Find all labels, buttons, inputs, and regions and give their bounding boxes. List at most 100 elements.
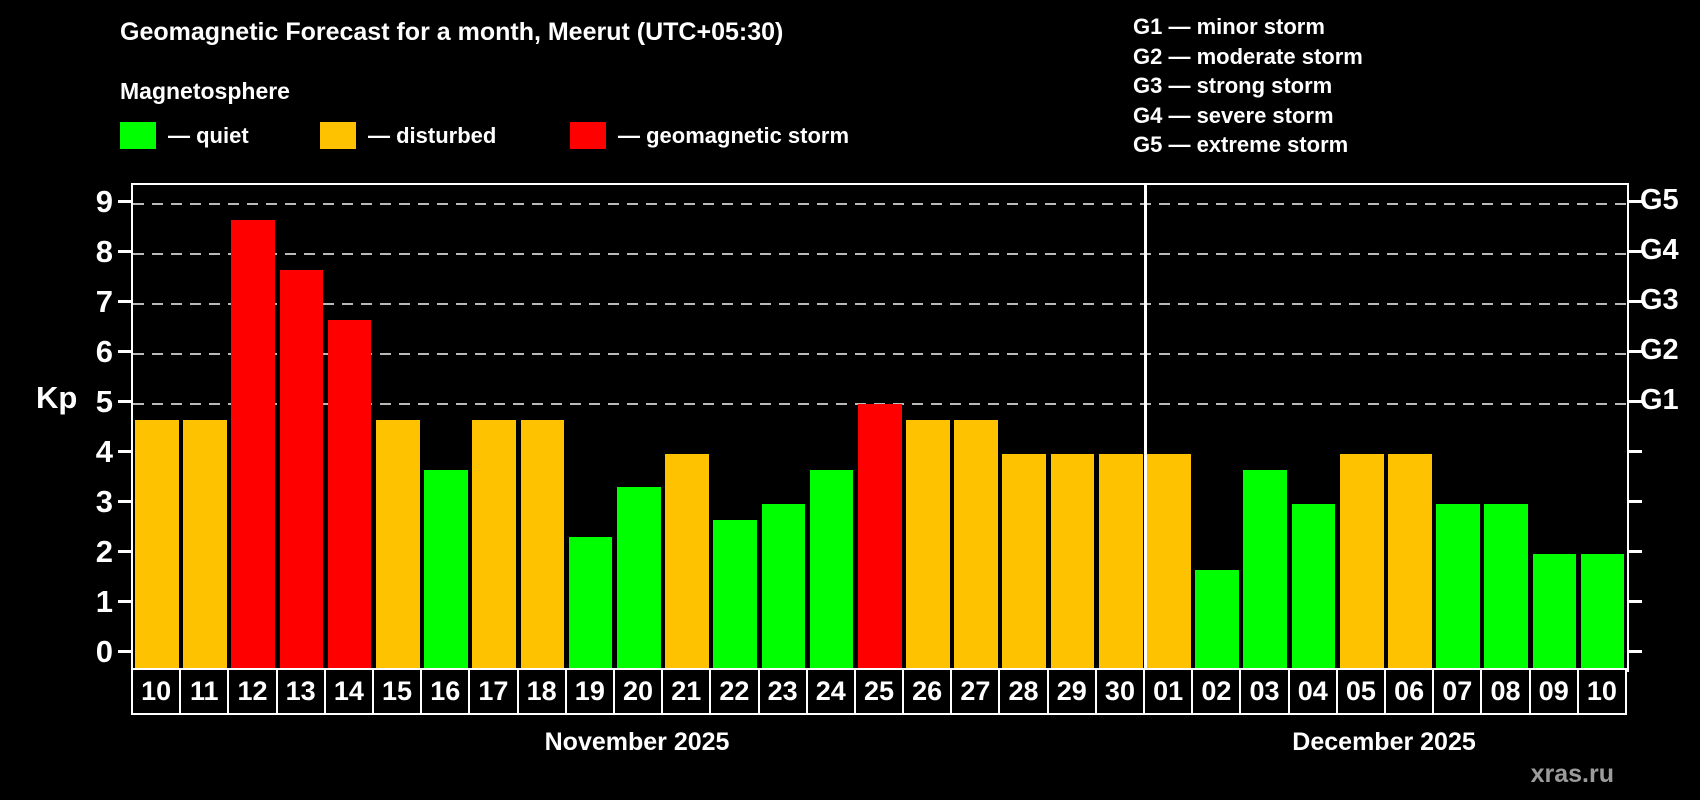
kp-bar-december-01 (1147, 453, 1191, 670)
y-tick-label-2: 2 (95, 533, 113, 569)
kp-bar-december-07 (1436, 503, 1480, 670)
gridline-kp-6 (133, 352, 1627, 355)
kp-bar-november-23 (761, 503, 806, 670)
storm-swatch-icon (570, 122, 606, 149)
kp-bar-november-19 (568, 537, 613, 670)
y-tick-mark (118, 450, 131, 453)
day-label-november-17: 17 (468, 668, 519, 715)
y-axis-title: Kp (36, 380, 78, 415)
y-tick-mark (118, 650, 131, 653)
legend-label: — disturbed (368, 122, 497, 148)
y-tick-mark (118, 500, 131, 503)
y-tick-label-6: 6 (95, 333, 113, 369)
storm-scale-legend-line: G5 — extreme storm (1133, 132, 1349, 157)
day-label-december-05: 05 (1335, 668, 1387, 715)
day-label-november-22: 22 (709, 668, 760, 715)
day-label-december-06: 06 (1384, 668, 1435, 715)
g-scale-label-g1: G1 (1640, 383, 1679, 416)
watermark: xras.ru (1530, 760, 1614, 788)
kp-bar-november-28 (1002, 453, 1047, 670)
day-label-november-28: 28 (998, 668, 1049, 715)
kp-bar-december-10 (1580, 553, 1625, 670)
magnetosphere-subtitle: Magnetosphere (120, 78, 290, 104)
y-tick-mark (118, 300, 131, 303)
month-separator-line (1143, 185, 1147, 670)
legend-item-storm: — geomagnetic storm (570, 122, 849, 149)
quiet-swatch-icon (120, 122, 156, 149)
day-label-november-21: 21 (661, 668, 712, 715)
right-tick-mark (1629, 250, 1642, 253)
kp-bar-november-20 (616, 487, 661, 670)
y-tick-label-8: 8 (95, 233, 113, 269)
day-label-december-09: 09 (1528, 668, 1579, 715)
y-tick-mark (118, 550, 131, 553)
legend-label: — geomagnetic storm (618, 122, 850, 148)
disturbed-swatch-icon (320, 122, 356, 149)
storm-scale-legend-line: G1 — minor storm (1133, 14, 1325, 39)
kp-bar-november-30 (1098, 453, 1143, 670)
storm-scale-legend: G1 — minor storm G2 — moderate storm G3 — … (1133, 12, 1363, 160)
right-tick-mark (1629, 450, 1642, 453)
day-label-december-10: 10 (1576, 668, 1627, 715)
day-label-november-11: 11 (179, 668, 230, 715)
y-tick-mark (118, 250, 131, 253)
kp-bar-november-25 (857, 403, 902, 670)
kp-bar-november-26 (906, 420, 950, 670)
page-title: Geomagnetic Forecast for a month, Meerut… (120, 18, 784, 46)
y-tick-mark (118, 350, 131, 353)
kp-bar-december-09 (1532, 553, 1577, 670)
day-label-december-08: 08 (1480, 668, 1531, 715)
gridline-kp-7 (133, 302, 1627, 305)
day-label-november-16: 16 (420, 668, 471, 715)
y-tick-mark (118, 400, 131, 403)
kp-bar-december-02 (1195, 570, 1239, 670)
legend-item-quiet: — quiet (120, 122, 249, 149)
kp-bar-november-18 (520, 420, 565, 670)
kp-bar-november-17 (472, 420, 517, 670)
kp-bar-november-24 (809, 470, 854, 670)
kp-bar-november-27 (954, 420, 998, 670)
right-tick-mark (1629, 200, 1642, 203)
day-label-december-04: 04 (1287, 668, 1338, 715)
day-label-november-25: 25 (853, 668, 905, 715)
right-tick-mark (1629, 300, 1642, 303)
kp-bar-december-05 (1339, 453, 1384, 670)
month-label-december: December 2025 (1292, 728, 1476, 756)
day-label-november-13: 13 (275, 668, 326, 715)
day-label-november-10: 10 (131, 668, 182, 715)
kp-bar-december-06 (1388, 453, 1432, 670)
day-label-november-18: 18 (516, 668, 567, 715)
y-tick-label-7: 7 (95, 283, 113, 319)
g-scale-label-g2: G2 (1640, 333, 1679, 366)
day-label-november-27: 27 (950, 668, 1001, 715)
day-label-december-01: 01 (1143, 668, 1194, 715)
kp-bar-november-12 (231, 220, 276, 670)
storm-scale-legend-line: G2 — moderate storm (1133, 43, 1363, 69)
right-tick-mark (1629, 500, 1642, 503)
g-scale-label-g4: G4 (1640, 233, 1679, 266)
day-label-november-15: 15 (371, 668, 423, 715)
day-label-november-12: 12 (227, 668, 278, 715)
right-tick-mark (1629, 550, 1642, 553)
y-tick-label-9: 9 (95, 183, 113, 219)
kp-bar-december-03 (1243, 470, 1288, 670)
kp-bar-december-04 (1291, 503, 1336, 670)
kp-bar-november-16 (424, 470, 468, 670)
kp-bar-november-21 (665, 453, 709, 670)
kp-bar-november-10 (135, 420, 179, 670)
day-label-november-29: 29 (1046, 668, 1097, 715)
day-label-november-23: 23 (757, 668, 808, 715)
y-tick-label-4: 4 (95, 433, 113, 469)
plot-area (131, 183, 1629, 672)
day-label-december-07: 07 (1432, 668, 1483, 715)
right-tick-mark (1629, 600, 1642, 603)
kp-bar-november-13 (279, 270, 324, 670)
y-tick-label-3: 3 (95, 483, 113, 519)
right-tick-mark (1629, 400, 1642, 403)
storm-scale-legend-line: G3 — strong storm (1133, 73, 1333, 98)
gridline-kp-9 (133, 202, 1627, 205)
kp-bar-november-11 (183, 420, 227, 670)
y-tick-label-0: 0 (95, 633, 113, 669)
legend-item-disturbed: — disturbed (320, 122, 496, 149)
day-label-november-19: 19 (564, 668, 615, 715)
